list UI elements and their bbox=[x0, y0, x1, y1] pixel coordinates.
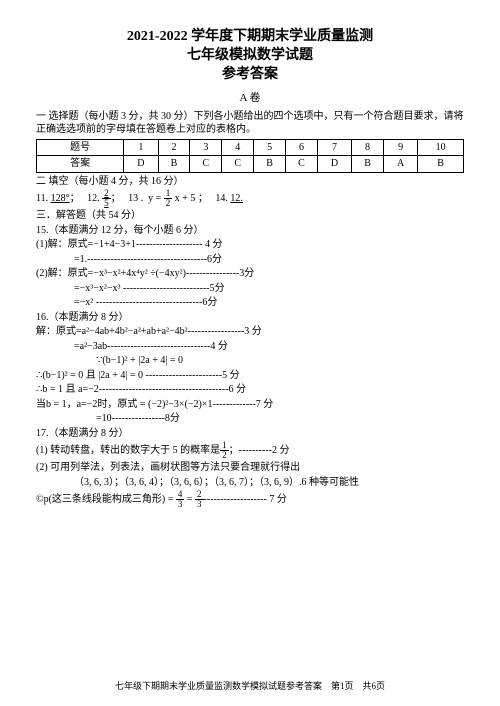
section2-label: 二 填空（每小题 4 分，共 16 分） bbox=[36, 175, 464, 189]
q15-step: (2)解：原式=−x³−x²+4x⁴y² ÷(−4xy²)-----------… bbox=[36, 267, 464, 281]
answer-table: 题号12345678910 答案DBCCBCDBAB bbox=[36, 139, 464, 173]
fraction: 12 bbox=[220, 441, 229, 460]
q15-step: (1)解：原式=−1+4−3+1-------------------- 4 分 bbox=[36, 238, 464, 252]
q16-step: =a²−3ab-------------------------------4 … bbox=[36, 340, 464, 354]
page: 2021-2022 学年度下期期末学业质量监测 七年级模拟数学试题 参考答案 A… bbox=[0, 0, 500, 706]
title-line2: 七年级模拟数学试题 bbox=[36, 47, 464, 66]
section1-instruction: 一 选择题（每小题 3 分，共 30 分）下列各小题给出的四个选项中，只有一个符… bbox=[36, 110, 464, 137]
section3-label: 三．解答题（共 54 分） bbox=[36, 209, 464, 223]
q15-step: =−x³−x²−x³ --------------------------5分 bbox=[36, 282, 464, 296]
title-line3: 参考答案 bbox=[36, 66, 464, 85]
table-row: 题号12345678910 bbox=[37, 139, 464, 156]
fraction: 25 bbox=[102, 189, 111, 208]
q15-step: =1.------------------------------------6… bbox=[36, 253, 464, 267]
q16-step: 解：原式=a²−4ab+4b²−a²+ab+a²−4b²------------… bbox=[36, 325, 464, 339]
q17-step: ©p(这三条线段能构成三角形) = 43 = 23---------------… bbox=[36, 490, 464, 509]
q16-header: 16.（本题满分 8 分） bbox=[36, 311, 464, 325]
q16-step: ∴(b−1)² = 0 且 |2a + 4| = 0 -------------… bbox=[36, 369, 464, 383]
q16-step: ∵(b−1)² + |2a + 4| = 0 bbox=[36, 354, 464, 368]
q16-step: =10----------------8分 bbox=[36, 412, 464, 426]
fill-blanks-row: 11. 128°； 12. 25； 13 . y = 12 x + 5 ； 14… bbox=[36, 189, 464, 208]
volume-label: A 卷 bbox=[36, 91, 464, 106]
q15-header: 15.（本题满分 12 分，每个小题 6 分） bbox=[36, 224, 464, 238]
q16-step: 当b = 1，a=−2时，原式 = (−2)²−3×(−2)×1--------… bbox=[36, 398, 464, 412]
table-row: 答案DBCCBCDBAB bbox=[37, 156, 464, 173]
q17-step: (2) 可用列举法，列表法，画树状图等方法只要合理就行得出 bbox=[36, 461, 464, 475]
title-line1: 2021-2022 学年度下期期末学业质量监测 bbox=[36, 28, 464, 47]
q15-step: =−x² --------------------------------6分 bbox=[36, 296, 464, 310]
q17-step: (1) 转动转盘，转出的数字大于 5 的概率是12；----------2 分 bbox=[36, 441, 464, 460]
fraction: 23 bbox=[195, 490, 204, 509]
page-footer: 七年级下期期末学业质量监测数学模拟试题参考答案 第1页 共6页 bbox=[0, 680, 500, 692]
q17-step: （3, 6, 3）；（3, 6, 4）；（3, 6, 6）；（3, 6, 7）；… bbox=[36, 476, 464, 490]
fraction: 12 bbox=[164, 189, 173, 208]
q17-header: 17.（本题满分 8 分） bbox=[36, 427, 464, 441]
q16-step: ∴b = 1 且 a=−2---------------------------… bbox=[36, 383, 464, 397]
